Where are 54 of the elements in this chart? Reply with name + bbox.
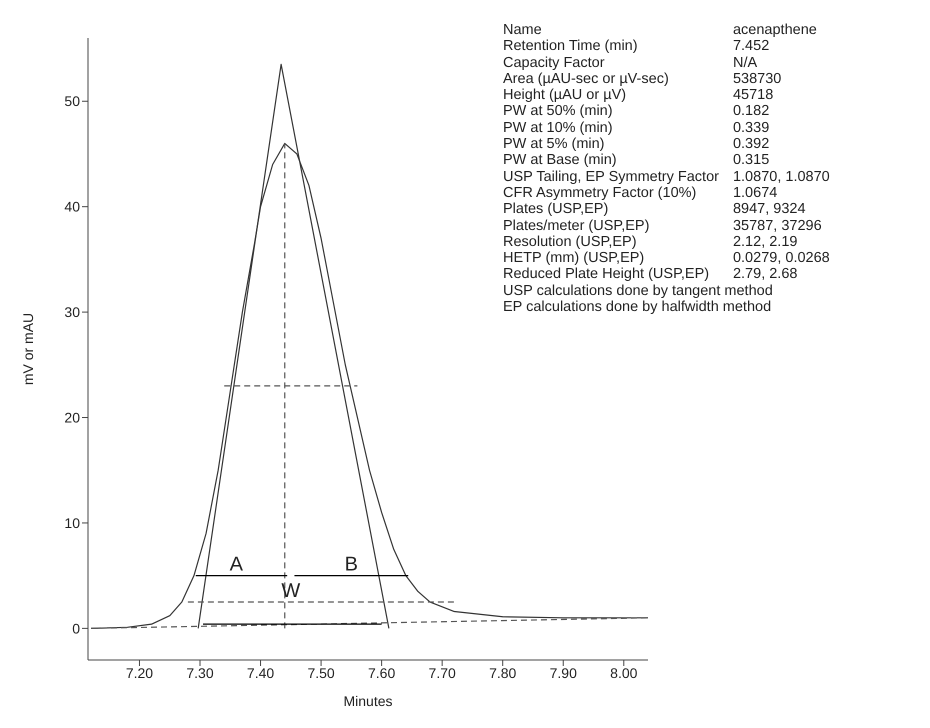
x-tick-label: 7.70 [428, 664, 456, 681]
y-tick-label: 50 [64, 93, 80, 110]
annotation: PW at Base (min) [503, 152, 618, 169]
y-tick-label: 40 [64, 198, 80, 215]
text: 7.452 [732, 38, 770, 55]
x-tick-label: 7.90 [550, 664, 578, 681]
text: 2.12, 2.19 [732, 234, 798, 250]
text: 35787, 37296 [732, 218, 823, 234]
text: 1.0674 [732, 184, 778, 202]
x-tick-label: 7.50 [307, 664, 335, 681]
annotation: Plates (USP,EP) [503, 201, 610, 218]
text: 0.0279, 0.0268 [732, 250, 830, 266]
annotation: A [230, 554, 244, 576]
annotation: Area (µAU-sec or µV-sec) [503, 70, 670, 88]
annotation: W [281, 580, 300, 602]
text: 0.182 [732, 103, 770, 120]
annotation: Resolution (USP,EP) [503, 234, 638, 250]
text: 45718 [732, 87, 774, 104]
annotation: Reduced Plate Height (USP,EP) [503, 266, 710, 283]
x-tick-label: 7.60 [368, 664, 396, 681]
text: 0.339 [732, 120, 770, 136]
annotation: CFR Asymmetry Factor (10%) [503, 184, 698, 202]
text: 1.0870, 1.0870 [732, 168, 830, 185]
x-axis-title: Minutes [343, 693, 393, 709]
text: Name [503, 22, 543, 38]
y-tick-label: 0 [72, 620, 80, 636]
annotation: Retention Time (min) [503, 38, 639, 55]
x-tick-label: 7.20 [126, 664, 154, 681]
text: N/A [732, 54, 758, 71]
x-tick-label: 8.00 [610, 664, 638, 681]
x-tick-label: 7.30 [186, 664, 214, 681]
text: 8947, 9324 [732, 201, 807, 218]
annotation: Capacity Factor [503, 54, 606, 71]
annotation: USP Tailing, EP Symmetry Factor [503, 168, 720, 185]
text: acenapthene [732, 22, 818, 38]
y-tick-label: 20 [64, 409, 80, 426]
annotation: EP calculations done by halfwidth method [503, 299, 772, 316]
annotation: B [344, 554, 358, 576]
y-tick-label: 30 [64, 304, 80, 320]
annotation: USP calculations done by tangent method [503, 282, 774, 300]
y-tick-label: 10 [64, 514, 80, 531]
x-tick-label: 7.40 [246, 664, 274, 681]
text: 0.392 [732, 136, 770, 152]
text: 538730 [732, 70, 782, 88]
x-tick-label: 7.80 [489, 664, 517, 681]
annotation: PW at 10% (min) [503, 120, 614, 136]
annotation: PW at 5% (min) [503, 136, 606, 152]
annotation: HETP (mm) (USP,EP) [503, 250, 646, 266]
annotation: Plates/meter (USP,EP) [503, 218, 650, 234]
annotation: PW at 50% (min) [503, 103, 614, 120]
text: 0.315 [732, 152, 770, 169]
text: 2.79, 2.68 [732, 266, 798, 283]
annotation: Height (µAU or µV) [503, 87, 628, 104]
y-axis-title: mV or mAU [20, 312, 36, 386]
